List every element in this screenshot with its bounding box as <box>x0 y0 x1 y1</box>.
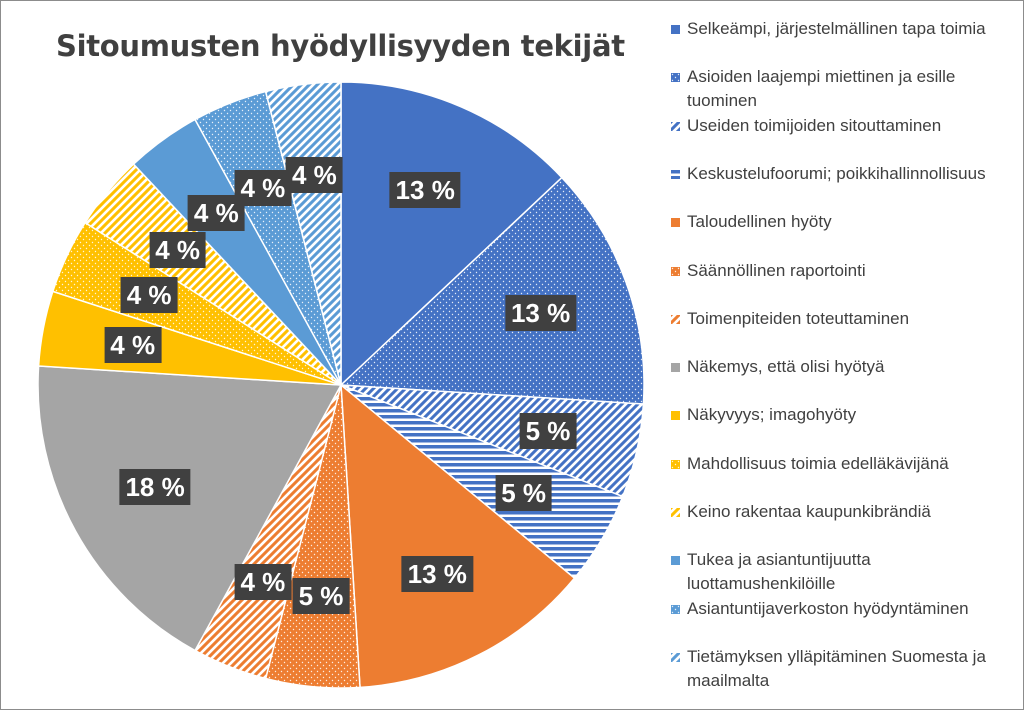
legend-entry-tietamyksen-yllapitaminen-suomesta-ja-ma: Tietämyksen ylläpitäminen Suomesta ja ma… <box>671 645 1019 693</box>
legend-swatch <box>671 266 680 276</box>
legend-label: Useiden toimijoiden sitouttaminen <box>687 115 942 135</box>
legend-entry-mahdollisuus-toimia-edellakavijana: Mahdollisuus toimia edelläkävijänä <box>671 452 1019 476</box>
legend-entry-nakyvyys-imagohyoty: Näkyvyys; imagohyöty <box>671 403 1019 427</box>
legend-entry-nakemys-etta-olisi-hyotya: Näkemys, että olisi hyötyä <box>671 355 1019 379</box>
legend-entry-asiantuntijaverkoston-hyodyntaminen: Asiantuntijaverkoston hyödyntäminen <box>671 597 1019 621</box>
legend-label: Asioiden laajempi miettinen ja esille tu… <box>687 67 956 111</box>
chart-title: Sitoumusten hyödyllisyyden tekijät <box>56 29 625 63</box>
legend-label: Säännöllinen raportointi <box>687 260 866 280</box>
legend-entry-useiden-toimijoiden-sitouttaminen: Useiden toimijoiden sitouttaminen <box>671 114 1019 138</box>
legend-entry-keino-rakentaa-kaupunkibrandia: Keino rakentaa kaupunkibrändiä <box>671 500 1019 524</box>
legend-label: Selkeämpi, järjestelmällinen tapa toimia <box>687 19 986 38</box>
data-label-tietamyksen-yllapitaminen-suomesta-ja-ma: 4 % <box>285 156 343 193</box>
legend-swatch <box>671 218 680 228</box>
data-label-taloudellinen-hyoty: 13 % <box>401 556 473 592</box>
legend-swatch <box>671 121 680 131</box>
pie-slice-nakemys-etta-olisi-hyotya <box>37 365 343 652</box>
legend-entry-saannollinen-raportointi: Säännöllinen raportointi <box>671 259 1019 283</box>
legend-label: Mahdollisuus toimia edelläkävijänä <box>687 453 949 473</box>
legend-label: Keskustelufoorumi; poikkihallinnollisuus <box>687 163 986 183</box>
data-label-useiden-toimijoiden-sitouttaminen: 5 % <box>519 413 577 450</box>
legend-swatch <box>671 363 680 373</box>
legend-entry-keskustelufoorumi-poikkihallinnollisuus: Keskustelufoorumi; poikkihallinnollisuus <box>671 162 1019 186</box>
pie-slice-selkeampi-jarjestelmallinen-tapa-toimia <box>340 81 563 387</box>
legend-label: Tukea ja asiantuntijuutta luottamushenki… <box>687 550 871 594</box>
pie-slice-taloudellinen-hyoty <box>340 383 576 689</box>
data-label-keino-rakentaa-kaupunkibrandia: 4 % <box>149 231 206 268</box>
data-label-selkeampi-jarjestelmallinen-tapa-toimia: 13 % <box>389 172 461 209</box>
legend-swatch <box>671 652 680 662</box>
legend-swatch <box>671 604 680 614</box>
legend-swatch <box>671 459 680 469</box>
legend-entry-toimenpiteiden-toteuttaminen: Toimenpiteiden toteuttaminen <box>671 307 1019 331</box>
data-label-nakyvyys-imagohyoty: 4 % <box>104 327 162 364</box>
legend-entry-tukea-ja-asiantuntijuutta-luottamushenki: Tukea ja asiantuntijuutta luottamushenki… <box>671 548 1019 596</box>
data-label-asiantuntijaverkoston-hyodyntaminen: 4 % <box>234 169 292 206</box>
data-label-mahdollisuus-toimia-edellakavijana: 4 % <box>120 276 178 313</box>
data-label-keskustelufoorumi-poikkihallinnollisuus: 5 % <box>495 475 552 511</box>
legend-label: Näkemys, että olisi hyötyä <box>687 357 885 377</box>
data-label-asioiden-laajempi-miettinen-ja-esille-tu: 13 % <box>504 295 577 332</box>
pie-slice-asioiden-laajempi-miettinen-ja-esille-tu <box>339 176 645 405</box>
legend-entry-selkeampi-jarjestelmallinen-tapa-toimia: Selkeämpi, järjestelmällinen tapa toimia <box>671 17 1019 41</box>
data-label-nakemys-etta-olisi-hyotya: 18 % <box>119 469 191 506</box>
legend-swatch <box>671 508 680 517</box>
data-label-tukea-ja-asiantuntijuutta-luottamushenki: 4 % <box>187 195 245 232</box>
legend-swatch <box>671 556 680 566</box>
legend-swatch <box>671 169 680 179</box>
legend-label: Toimenpiteiden toteuttaminen <box>687 308 910 328</box>
legend-label: Asiantuntijaverkoston hyödyntäminen <box>687 598 969 618</box>
legend-entry-taloudellinen-hyoty: Taloudellinen hyöty <box>671 210 1019 234</box>
legend-label: Keino rakentaa kaupunkibrändiä <box>687 502 931 521</box>
data-label-saannollinen-raportointi: 5 % <box>292 578 350 615</box>
legend-swatch <box>671 314 680 324</box>
legend-swatch <box>671 73 680 83</box>
data-label-toimenpiteiden-toteuttaminen: 4 % <box>234 564 292 601</box>
legend-swatch <box>671 411 680 421</box>
legend-swatch <box>671 25 680 34</box>
legend-label: Tietämyksen ylläpitäminen Suomesta ja ma… <box>687 646 986 690</box>
legend-label: Taloudellinen hyöty <box>687 212 832 232</box>
legend-label: Näkyvyys; imagohyöty <box>687 405 857 425</box>
legend-entry-asioiden-laajempi-miettinen-ja-esille-tu: Asioiden laajempi miettinen ja esille tu… <box>671 65 1019 113</box>
